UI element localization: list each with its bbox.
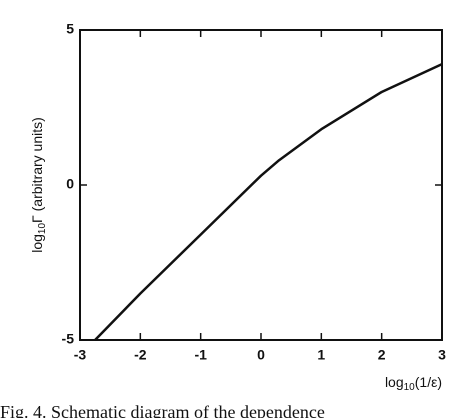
x-tick-label: 0 — [257, 347, 265, 363]
y-tick-label: 5 — [66, 21, 74, 37]
x-tick-label: -3 — [74, 347, 87, 363]
y-tick-label: 0 — [66, 176, 74, 192]
data-line — [94, 62, 443, 341]
x-label-base: log — [385, 374, 404, 390]
x-axis-label: log10(1/ε) — [385, 374, 442, 393]
x-tick-label: -2 — [134, 347, 147, 363]
y-label-base: log — [29, 234, 45, 253]
x-tick-label: 2 — [378, 347, 386, 363]
x-label-rest: (1/ε) — [415, 374, 442, 390]
x-label-sub: 10 — [404, 382, 416, 393]
x-tick-label: 3 — [438, 347, 446, 363]
x-tick-label: -1 — [194, 347, 207, 363]
caption: Fig. 4. Schematic diagram of the depende… — [0, 402, 325, 418]
y-label-sub: 10 — [37, 223, 48, 235]
plot-frame — [79, 29, 443, 341]
x-tick-label: 1 — [317, 347, 325, 363]
y-tick-label: -5 — [62, 331, 75, 347]
y-axis-label: log10Γ (arbitrary units) — [29, 117, 48, 253]
y-label-rest: Γ (arbitrary units) — [29, 117, 45, 223]
